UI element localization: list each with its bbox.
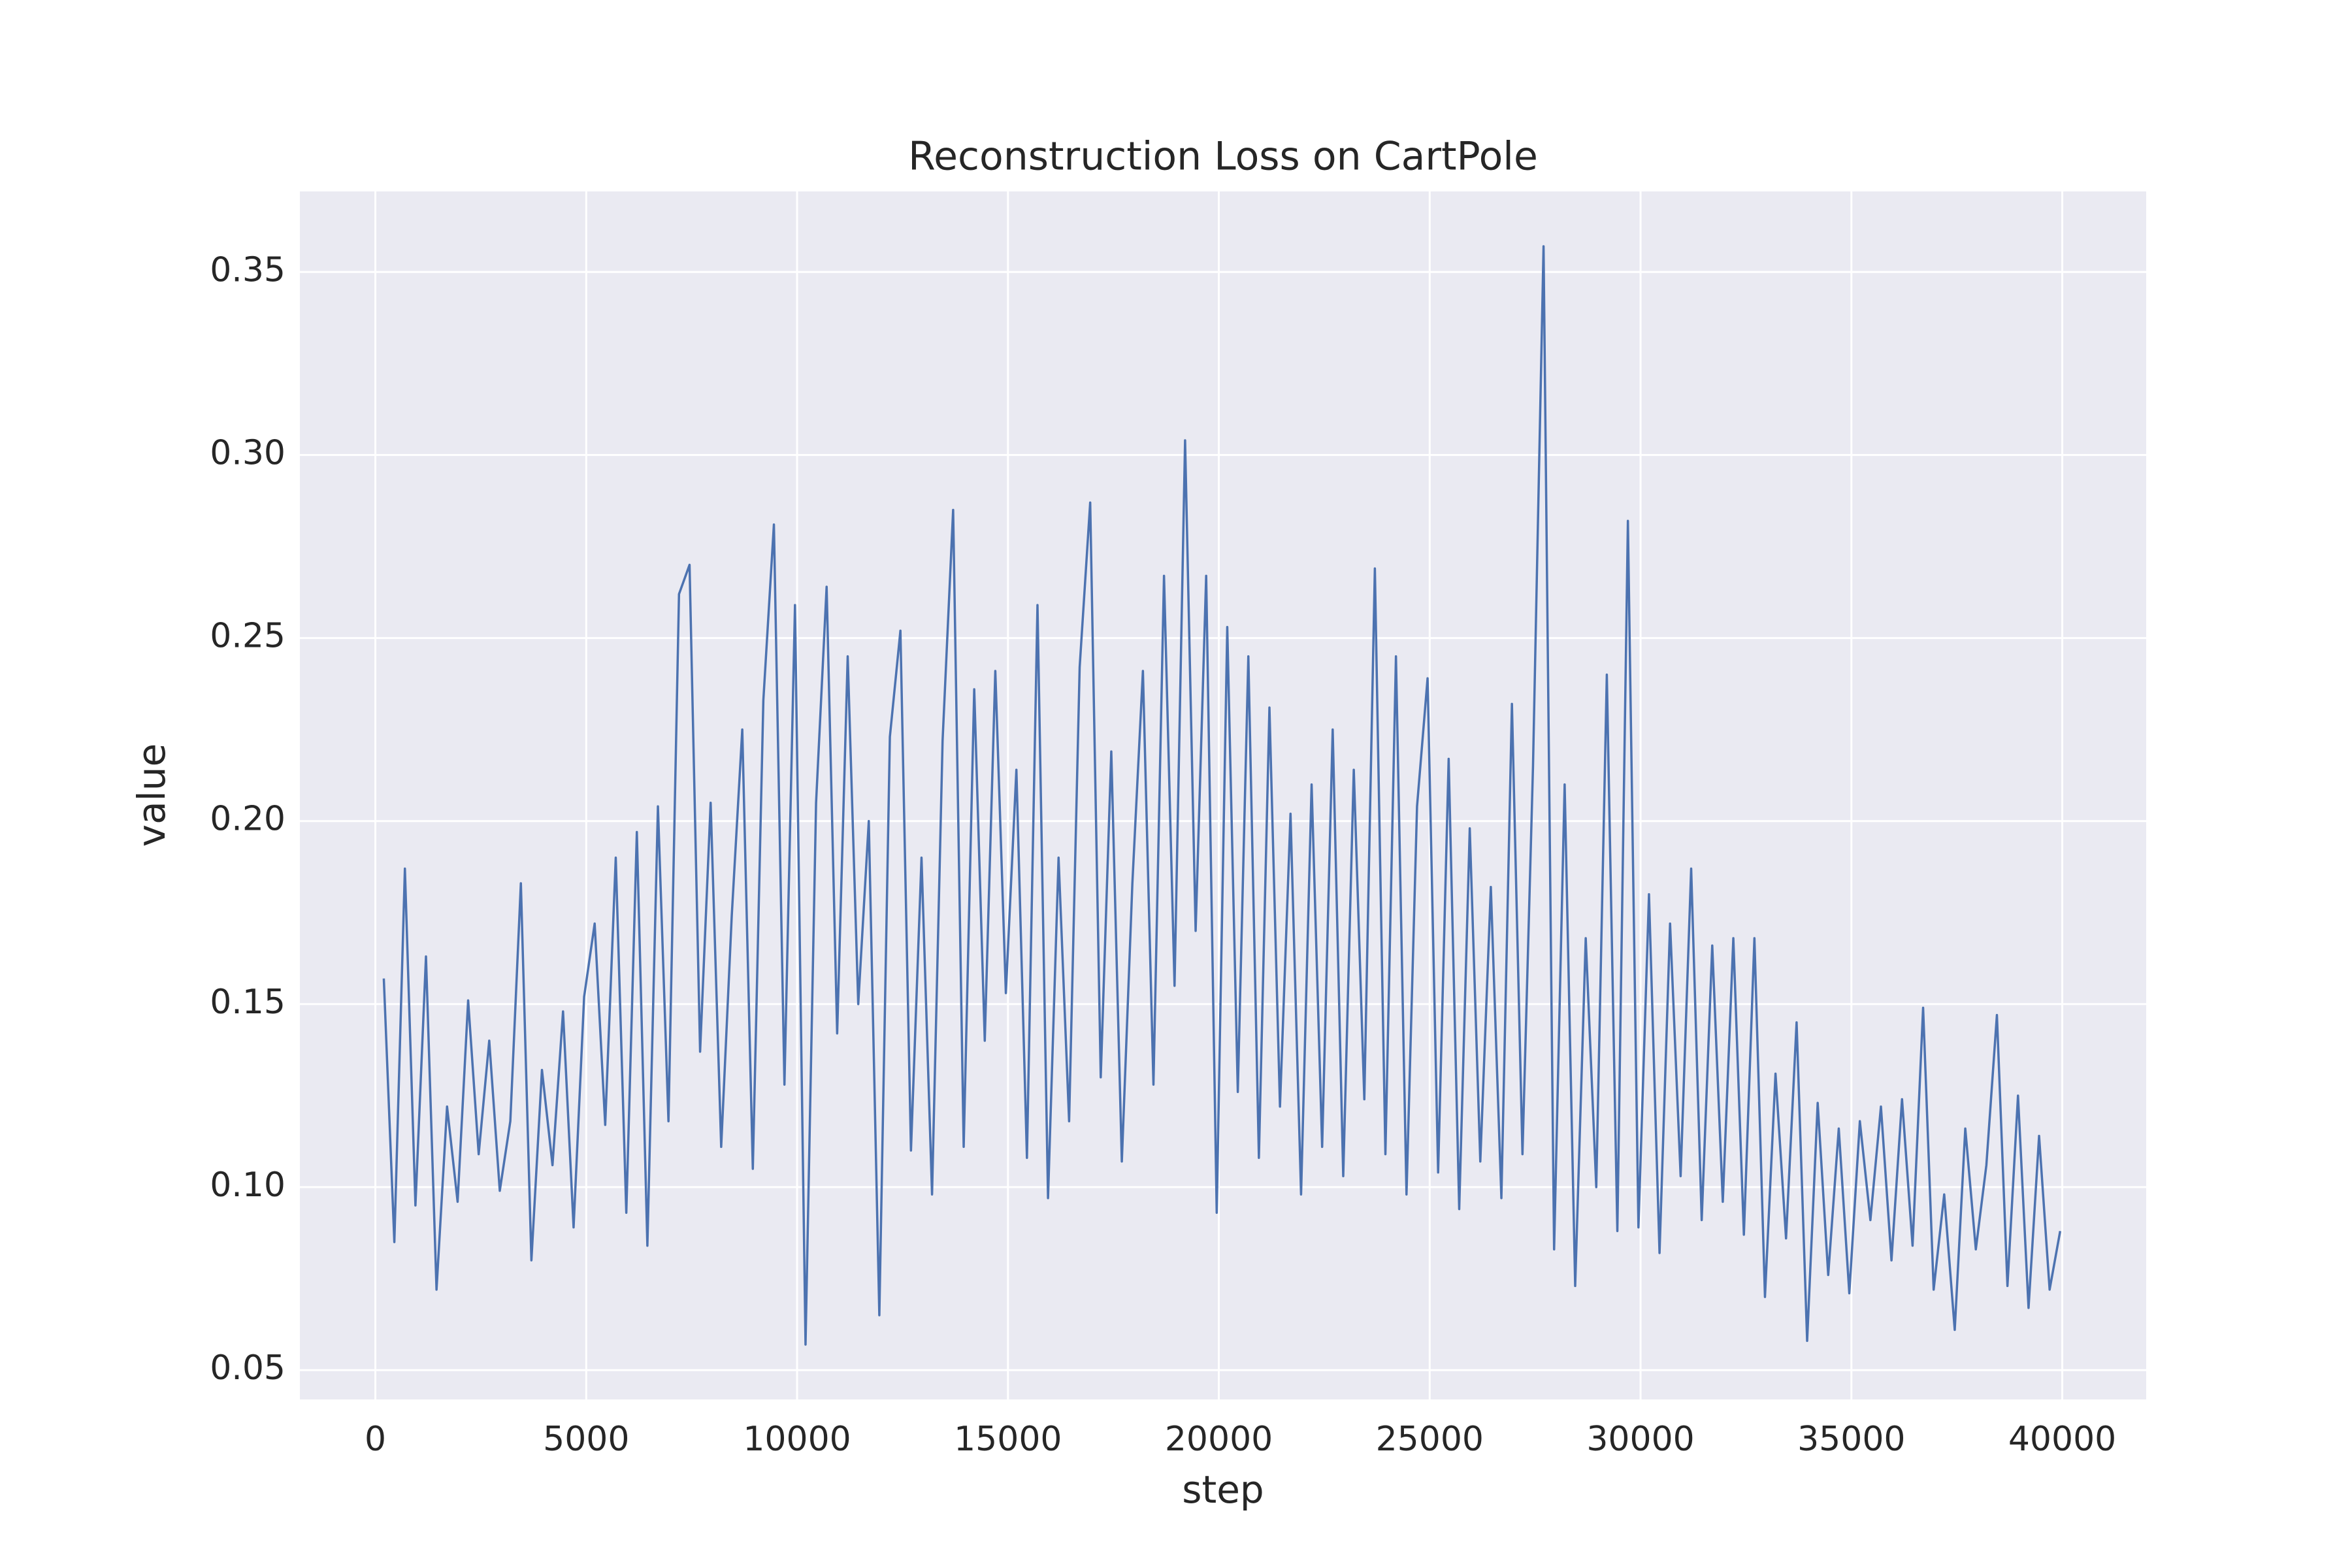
- y-axis-label: value: [129, 743, 174, 847]
- y-tick-label: 0.35: [210, 250, 286, 289]
- y-tick-label: 0.25: [210, 617, 286, 656]
- x-tick-label: 5000: [543, 1420, 629, 1459]
- y-tick-label: 0.10: [210, 1166, 286, 1205]
- x-tick-label: 30000: [1586, 1420, 1694, 1459]
- x-axis-label: step: [1182, 1467, 1264, 1512]
- marks: [382, 245, 2062, 1346]
- x-tick-label: 10000: [743, 1420, 851, 1459]
- chart-title: Reconstruction Loss on CartPole: [908, 134, 1538, 180]
- y-tick-label: 0.15: [210, 983, 286, 1022]
- x-tick-label: 35000: [1797, 1420, 1905, 1459]
- x-tick-label: 25000: [1376, 1420, 1484, 1459]
- plot-area: [300, 191, 2146, 1399]
- x-tick-label: 15000: [954, 1420, 1062, 1459]
- y-tick-label: 0.05: [210, 1348, 286, 1388]
- x-tick-label: 0: [365, 1420, 386, 1459]
- y-tick-label: 0.20: [210, 800, 286, 839]
- y-tick-label: 0.30: [210, 433, 286, 472]
- x-tick-label: 20000: [1165, 1420, 1273, 1459]
- data-line: [382, 245, 2062, 1346]
- x-tick-label: 40000: [2008, 1420, 2116, 1459]
